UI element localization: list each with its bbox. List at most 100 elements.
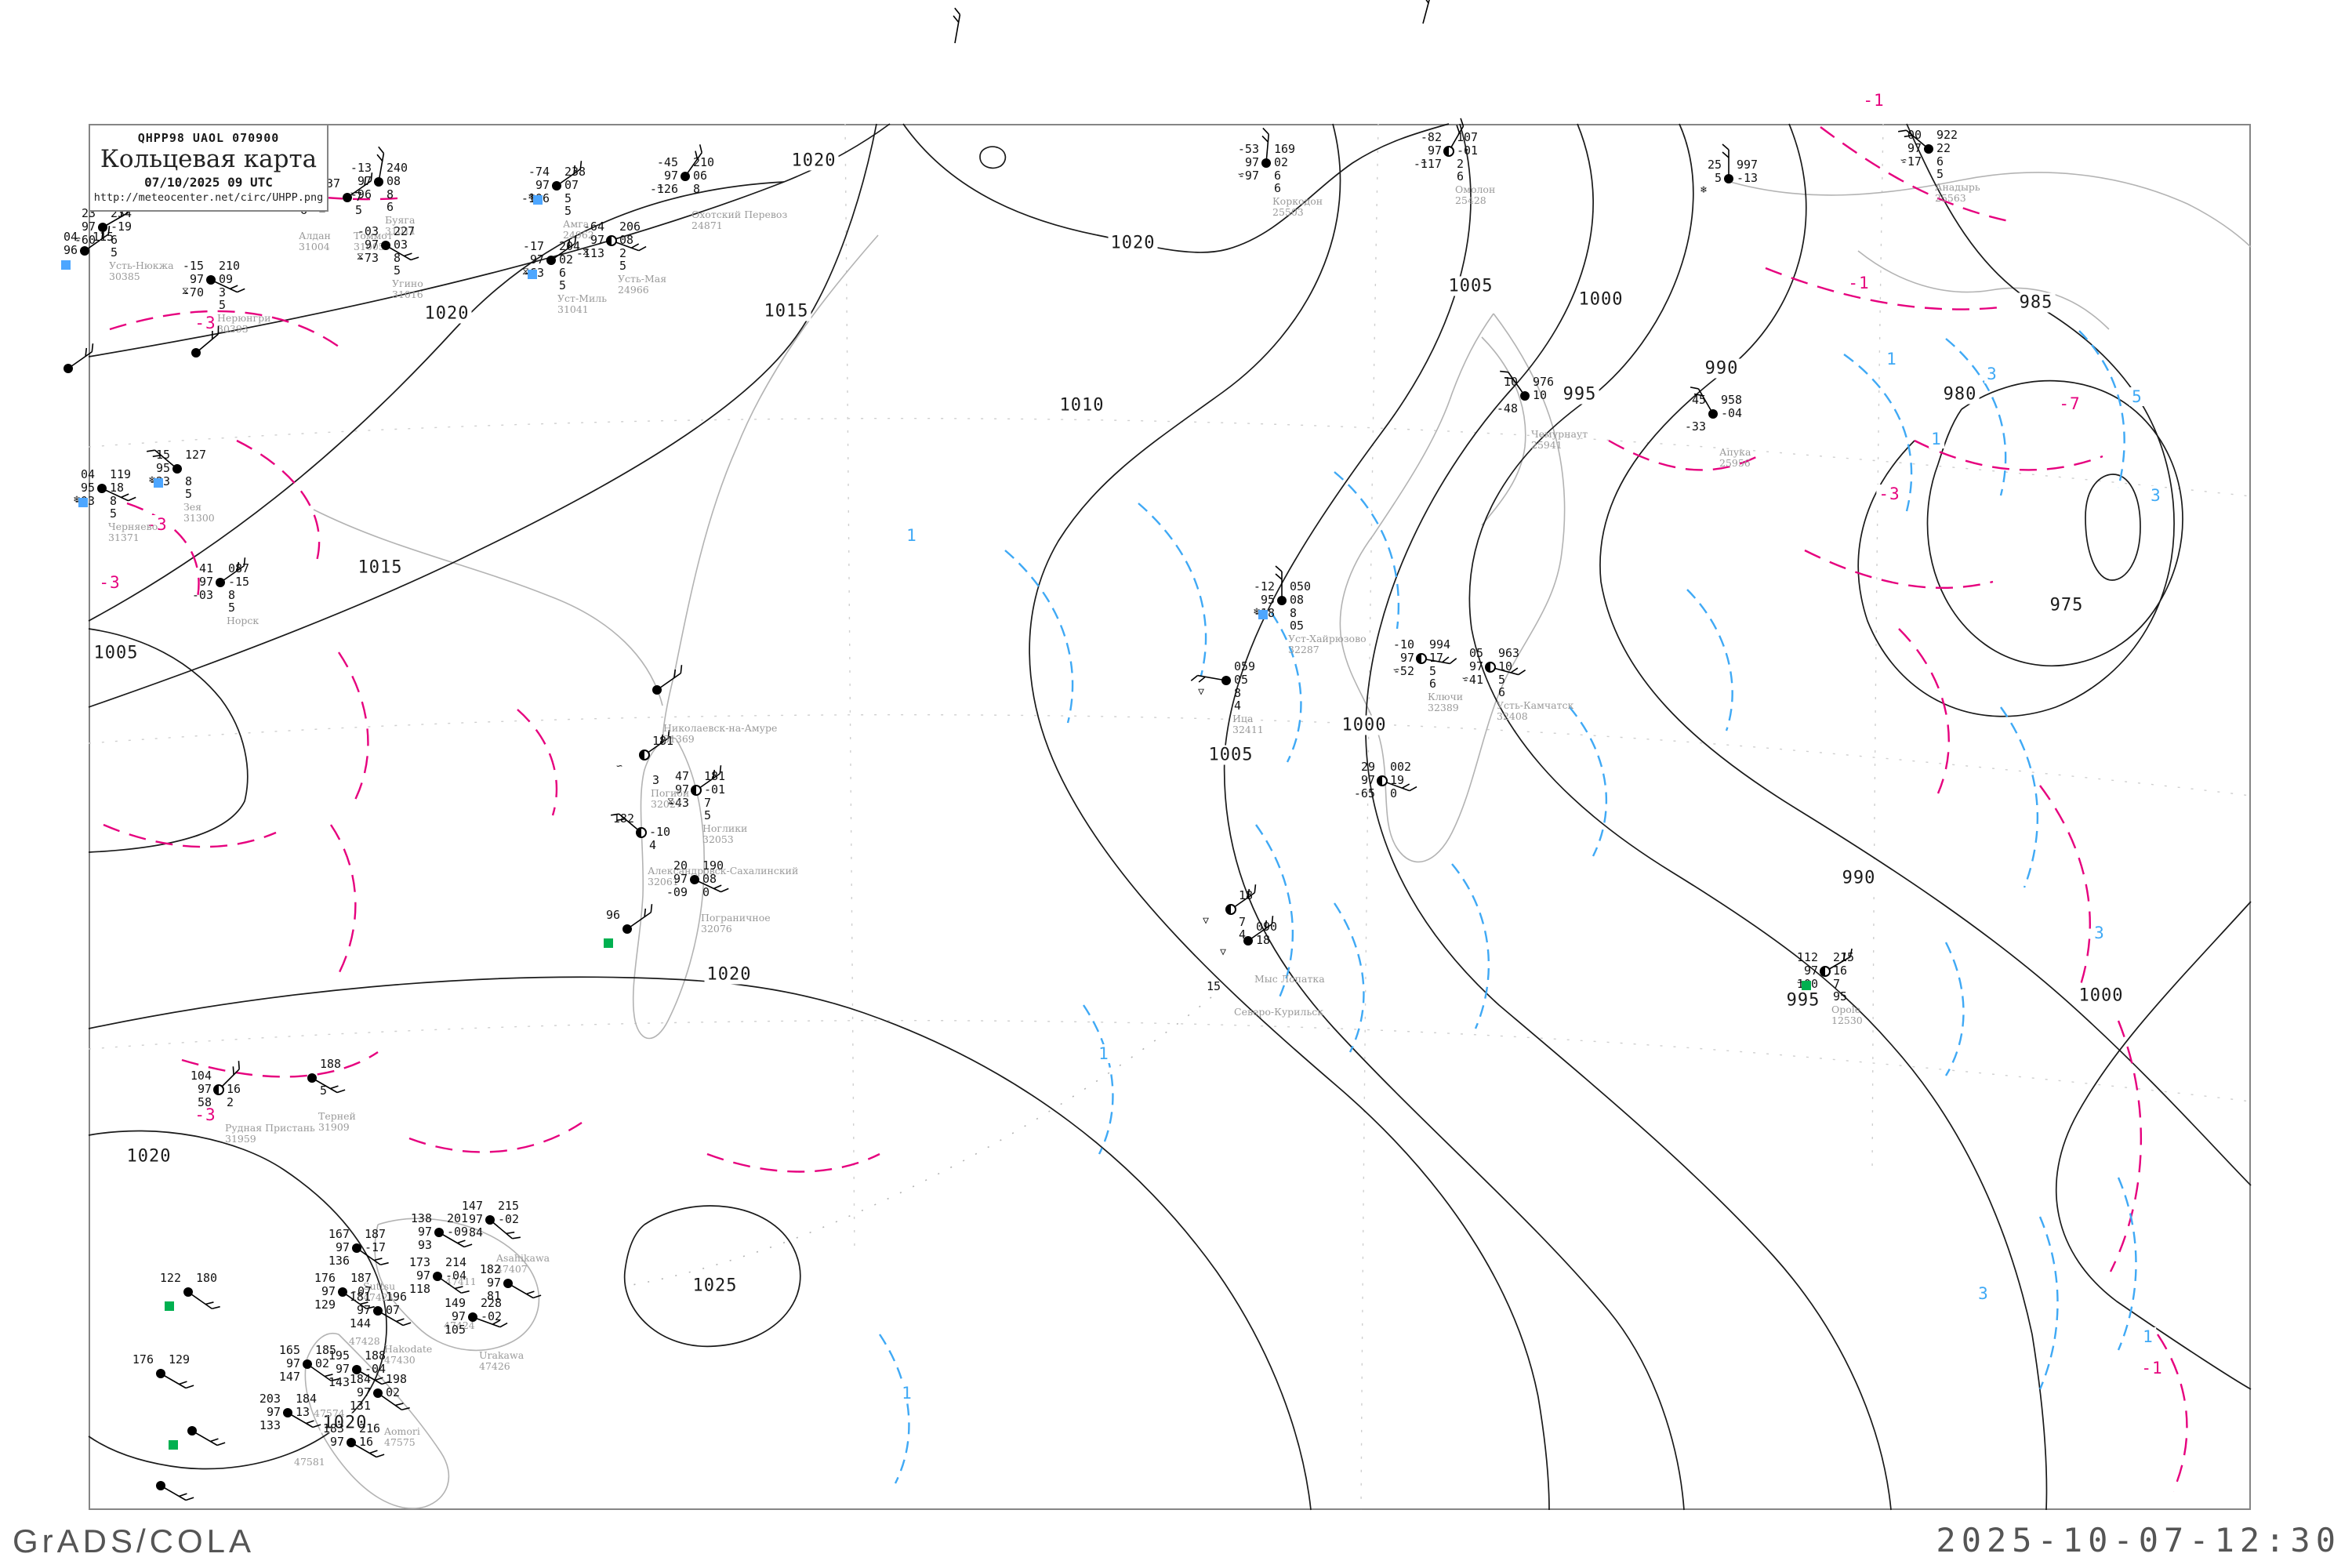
isobar-1020 — [902, 123, 1450, 253]
pressure-value: 190 — [702, 858, 724, 873]
pressure-hundreds-value: 95 — [155, 461, 170, 475]
dewpoint-value: -03 — [191, 588, 213, 602]
station-dot — [338, 1287, 347, 1297]
green-precip-marker — [604, 938, 613, 948]
isobar-label: 1000 — [1339, 715, 1389, 735]
pressure-hundreds-value: 97 — [1244, 155, 1259, 169]
pressure-hundreds-value: 97 — [1468, 659, 1483, 673]
isotherm-warm-line — [1804, 549, 1994, 590]
blue-precip-marker — [154, 478, 163, 488]
isobar-label: 1020 — [422, 303, 472, 324]
station-name: Aomori 47575 — [384, 1425, 420, 1448]
coastline — [1481, 336, 1526, 526]
isotherm-cold-line — [1271, 612, 1302, 763]
temperature-value: -82 — [1420, 130, 1442, 144]
wind-barb-icon — [437, 1276, 470, 1294]
cloud-value: 5 — [219, 298, 227, 312]
isotherm-cold-line — [1944, 942, 1965, 1076]
temperature-value: -74 — [528, 165, 550, 179]
pressure-value: 214 — [445, 1255, 467, 1269]
pressure-hundreds-value: 97 — [451, 1309, 466, 1323]
isobar-1000 — [2055, 901, 2252, 1390]
blue-precip-marker — [528, 270, 537, 279]
coastline — [1339, 313, 1566, 863]
isotherm-cold-line — [2000, 706, 2039, 888]
cloud-value: 6 — [111, 233, 118, 247]
wind-barb-icon — [472, 1316, 508, 1328]
station-dot — [552, 181, 561, 191]
tendency-value: 19 — [1390, 773, 1405, 787]
station-dot — [187, 1426, 197, 1436]
station-name: Погиби 32027 — [651, 787, 690, 810]
cloud-value: 5 — [394, 263, 401, 278]
station-dot — [690, 875, 699, 884]
station-name: Северо-Курильск — [1234, 1006, 1324, 1018]
station-dot — [172, 464, 182, 474]
temperature-value: 147 — [461, 1199, 483, 1213]
cloud-value: 5 — [185, 487, 193, 501]
pressure-value: 002 — [1390, 760, 1412, 774]
dewpoint-value: 58 — [197, 1095, 212, 1109]
station-name: Asahikawa 47407 — [496, 1252, 550, 1275]
pressure-hundreds-value: 97 — [1803, 964, 1818, 978]
temperature-value: 04 — [63, 230, 78, 244]
dewpoint-value: -117 — [1413, 157, 1442, 171]
pressure-value: 107 — [1457, 130, 1479, 144]
station-dot — [206, 275, 216, 285]
isotherm-label-warm: -3 — [192, 1105, 219, 1124]
isobar-990 — [1599, 123, 2252, 1186]
isotherm-warm-line — [109, 310, 339, 347]
cloud-value: 6 — [1457, 169, 1465, 183]
temperature-value: 167 — [328, 1227, 350, 1241]
temperature-value: -03 — [357, 224, 379, 238]
station-name: Мыс Лопатка — [1254, 973, 1325, 985]
isotherm-cold-line — [2038, 1216, 2059, 1390]
station-dot — [191, 348, 201, 358]
cloud-value: 6 — [1274, 181, 1282, 195]
tendency-value: 06 — [693, 169, 708, 183]
island-arc — [626, 996, 1212, 1287]
isotherm-label-cold: 1 — [2140, 1327, 2156, 1346]
tendency-value: -10 — [649, 825, 671, 839]
station-name: Рудная Пристань 31959 — [225, 1122, 315, 1145]
coastline — [662, 234, 879, 746]
weather-symbol: ∽ — [1462, 673, 1468, 684]
station-dot — [1443, 146, 1454, 157]
pressure-value: 210 — [219, 259, 241, 273]
isobar-label: 1010 — [1057, 395, 1107, 416]
isotherm-warm-line — [517, 709, 558, 816]
station-name: Уст-Хайрюзово 32287 — [1288, 633, 1367, 655]
station-dot — [374, 177, 383, 187]
weather-symbol: ∽ — [1900, 154, 1907, 166]
station-dot — [98, 223, 107, 232]
pressure-hundreds-value: 97 — [663, 169, 678, 183]
temperature-value: 165 — [278, 1343, 300, 1357]
isotherm-label-warm: -3 — [96, 573, 123, 592]
station-name: Уст-Миль 31041 — [557, 292, 608, 315]
isotherm-cold-line — [1334, 471, 1400, 630]
isobar-980 — [1926, 379, 2183, 667]
isotherm-label-cold: 3 — [2092, 924, 2107, 942]
pressure-value: 215 — [498, 1199, 520, 1213]
weather-symbol: ❄ — [74, 494, 80, 506]
pressure-hundreds-value: 97 — [329, 1435, 344, 1449]
station-dot — [691, 785, 702, 796]
cloud-value: 7 — [704, 796, 712, 810]
temperature-value: -12 — [1253, 579, 1275, 593]
cloud-value: 7 — [1239, 915, 1247, 929]
pressure-value: 958 — [1721, 393, 1743, 407]
isobar-1005 — [1223, 123, 1685, 1511]
green-precip-marker — [1802, 981, 1811, 990]
cloud-value: 05 — [1290, 619, 1305, 633]
cloud-value: 8 — [387, 187, 394, 201]
tendency-value: -01 — [704, 782, 726, 797]
dewpoint-value: -65 — [1353, 786, 1375, 800]
pressure-value: 206 — [619, 220, 641, 234]
station-name: Чемурнаут 25941 — [1531, 428, 1588, 451]
pressure-hundreds-value: 95 — [80, 481, 95, 495]
blue-precip-marker — [61, 260, 71, 270]
dewpoint-value: 131 — [349, 1399, 371, 1413]
dewpoint-value: -97 — [1237, 169, 1259, 183]
map-title: Кольцевая карта — [100, 145, 318, 173]
